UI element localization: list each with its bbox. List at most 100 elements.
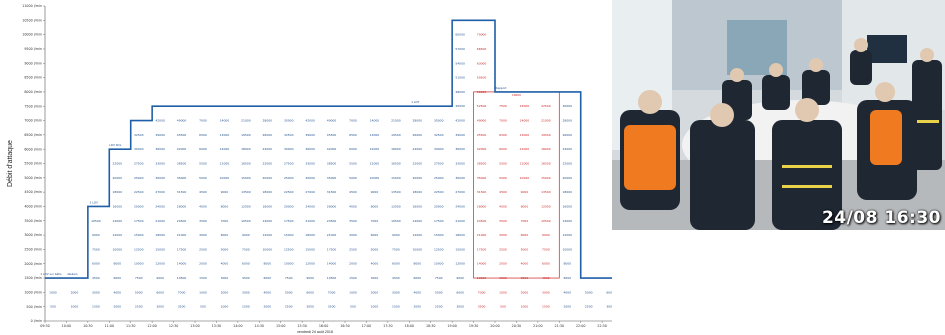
data-cell: 49000: [327, 119, 337, 123]
data-cell: 5500: [499, 162, 507, 166]
data-cell: 27000: [155, 190, 165, 194]
data-cell: 15000: [134, 233, 144, 237]
x-tick-label: 09:30: [40, 324, 50, 328]
x-tick-label: 14:00: [233, 324, 243, 328]
data-cell: 4000: [349, 204, 357, 208]
data-cell: 9000: [221, 190, 229, 194]
step-label: ateliers: [67, 272, 78, 276]
data-cell: 16000: [263, 204, 273, 208]
y-tick-label: 10000 l/min: [22, 33, 42, 37]
data-cell: 8000: [113, 262, 121, 266]
data-cell: 30000: [563, 104, 573, 108]
data-cell: 17500: [477, 247, 487, 251]
data-cell: 12000: [305, 262, 315, 266]
data-cell: 7500: [242, 247, 250, 251]
data-cell: 2500: [499, 247, 507, 251]
data-cell: 3500: [499, 219, 507, 223]
x-tick-label: 14:30: [255, 324, 265, 328]
data-cell: 38500: [327, 162, 337, 166]
data-cell: 14000: [113, 219, 123, 223]
data-cell: 9000: [242, 233, 250, 237]
data-cell: 31500: [177, 190, 187, 194]
data-cell: 21000: [477, 233, 487, 237]
data-cell: 18000: [455, 233, 465, 237]
data-cell: 39000: [455, 133, 465, 137]
data-cell: 3000: [199, 233, 207, 237]
data-cell: 26000: [263, 133, 273, 137]
data-cell: 3500: [199, 219, 207, 223]
data-cell: 5000: [135, 290, 143, 294]
data-cell: 6500: [199, 133, 207, 137]
x-tick-label: 22:00: [576, 324, 586, 328]
data-cell: 8000: [371, 204, 379, 208]
x-tick-label: 22:30: [597, 324, 607, 328]
data-cell: 500: [500, 305, 506, 309]
y-tick-label: 8000 l/min: [24, 90, 42, 94]
data-cell: 59500: [477, 76, 487, 80]
step-label: 1 LDV sur bâtis: [40, 272, 62, 276]
data-cell: 63000: [477, 61, 487, 65]
data-cell: 12500: [434, 247, 444, 251]
data-cell: 30000: [434, 147, 444, 151]
data-cell: 3500: [349, 219, 357, 223]
data-cell: 22000: [263, 162, 273, 166]
data-cell: 30000: [455, 176, 465, 180]
x-tick-label: 11:30: [126, 324, 136, 328]
data-cell: 1500: [542, 305, 550, 309]
data-cell: 6000: [413, 276, 421, 280]
data-cell: 39000: [305, 133, 315, 137]
data-cell: 6000: [542, 262, 550, 266]
data-cell: 5000: [521, 247, 529, 251]
data-cell: 3500: [178, 305, 186, 309]
data-cell: 9000: [156, 276, 164, 280]
data-cell: 3000: [242, 290, 250, 294]
data-cell: 30000: [155, 176, 165, 180]
data-cell: 25000: [434, 176, 444, 180]
data-cell: 39000: [155, 133, 165, 137]
data-cell: 18000: [113, 190, 123, 194]
data-cell: 18000: [391, 147, 401, 151]
data-cell: 24000: [413, 147, 423, 151]
y-tick-label: 5500 l/min: [24, 162, 42, 166]
data-cell: 33000: [455, 162, 465, 166]
data-cell: 2000: [199, 262, 207, 266]
data-cell: 21000: [541, 119, 551, 123]
step-label: 1 LDV: [90, 200, 98, 204]
y-tick-label: 1000 l/min: [24, 290, 42, 294]
data-cell: 4000: [521, 262, 529, 266]
data-cell: 2500: [135, 305, 143, 309]
data-cell: 33000: [305, 162, 315, 166]
data-cell: 12500: [284, 247, 294, 251]
data-cell: 10500: [541, 219, 551, 223]
data-cell: 7500: [92, 247, 100, 251]
y-axis-label: Débit d'attaque: [7, 140, 14, 187]
data-cell: 12000: [541, 204, 551, 208]
data-cell: 12000: [155, 262, 165, 266]
data-cell: 10000: [370, 176, 380, 180]
data-cell: 35000: [477, 176, 487, 180]
data-cell: 6500: [499, 133, 507, 137]
data-cell: 5000: [499, 176, 507, 180]
data-cell: 3000: [221, 276, 229, 280]
data-cell: 45500: [177, 133, 187, 137]
data-cell: 24000: [563, 147, 573, 151]
data-cell: 20000: [284, 204, 294, 208]
data-cell: 13500: [541, 190, 551, 194]
data-cell: 24000: [305, 204, 315, 208]
data-cell: 2000: [263, 305, 271, 309]
data-cell: 6000: [392, 262, 400, 266]
chart-area: 0 l/min 500 l/min 1000 l/min 1500 l/min 2000…: [7, 4, 612, 334]
y-tick-label: 2000 l/min: [24, 262, 42, 266]
data-cell: 7000: [521, 219, 529, 223]
data-cell: 2000: [563, 305, 571, 309]
data-cell: 4000: [199, 204, 207, 208]
data-cell: 2000: [521, 290, 529, 294]
data-cell: 15000: [284, 233, 294, 237]
data-cell: 10000: [263, 247, 273, 251]
data-cell: 7000: [478, 290, 486, 294]
data-cell: 1000: [521, 305, 529, 309]
data-cell: 20000: [263, 176, 273, 180]
data-cell: 13500: [241, 190, 251, 194]
data-cell: 6000: [242, 262, 250, 266]
data-cell: 18000: [541, 147, 551, 151]
